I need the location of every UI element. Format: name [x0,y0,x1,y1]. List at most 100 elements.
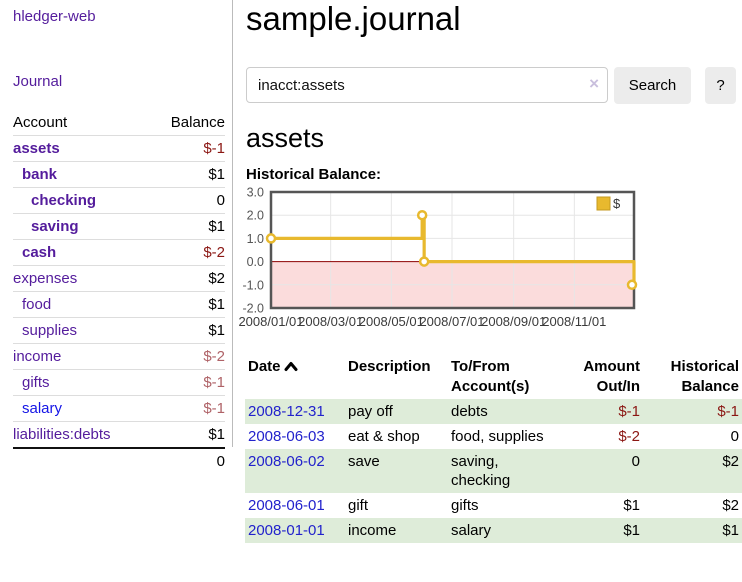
account-balance: $-1 [149,369,225,396]
transaction-amount: 0 [568,448,643,493]
svg-text:2.0: 2.0 [247,209,264,223]
account-link[interactable]: assets [13,140,60,157]
transaction-date-link[interactable]: 2008-06-02 [248,452,325,470]
sort-ascending-icon [284,358,298,378]
account-row: cash $-2 [13,239,225,266]
balance-chart: $3.0 2.0 1.0 0.0 -1.0 -2.0 2008/01/01 2008/03/0… [237,185,742,342]
balance-chart-svg: $3.0 2.0 1.0 0.0 -1.0 -2.02008/01/012008/03/0… [238,185,638,329]
transaction-row: 2008-06-01 gift gifts $1 $2 [245,493,742,518]
svg-text:2008/11/01: 2008/11/01 [542,314,606,329]
account-title: assets [246,122,325,153]
account-balance: $1 [149,421,225,449]
main-content: sample.journal × Search ? assets Histori… [233,0,742,543]
transaction-description: income [345,517,448,543]
transaction-row: 2008-06-02 save saving, checking 0 $2 [245,448,742,493]
transaction-accounts: saving, checking [448,448,568,493]
app-title-link[interactable]: hledger-web [13,8,96,25]
svg-text:2008/09/01: 2008/09/01 [481,314,546,329]
transaction-row: 2008-01-01 income salary $1 $1 [245,517,742,543]
column-header-date[interactable]: Date [245,355,345,399]
transaction-accounts: salary [448,517,568,543]
accounts-table-body: assets $-1 bank $1 checking 0 saving $1 cash $-2 e… [13,135,225,449]
accounts-header-row: Account Balance [13,110,225,136]
transaction-balance: 0 [730,427,739,445]
account-link[interactable]: gifts [22,374,50,391]
account-row: saving $1 [13,213,225,240]
transaction-description: eat & shop [348,427,420,445]
account-link[interactable]: food [22,296,52,313]
account-link[interactable]: checking [31,192,97,209]
account-row: gifts $-1 [13,369,225,396]
account-link[interactable]: income [13,348,62,365]
transaction-description: gift [348,496,369,514]
account-balance: $1 [149,161,225,188]
svg-text:$: $ [613,196,621,211]
svg-text:-1.0: -1.0 [242,278,264,292]
column-header-accounts: To/From Account(s) [451,357,530,395]
accounts-header-account: Account [13,110,150,136]
svg-text:-2.0: -2.0 [242,301,264,315]
transaction-date-link[interactable]: 2008-06-01 [248,496,325,514]
transaction-accounts: gifts [451,496,479,514]
help-button[interactable]: ? [705,66,736,104]
sidebar-item-journal[interactable]: Journal [13,73,63,90]
transaction-balance: $1 [643,517,742,543]
account-link[interactable]: cash [22,244,57,261]
account-balance: $-2 [149,343,225,370]
register-table: Date Description To/From Account(s) Amou… [245,355,742,543]
transaction-description: save [345,448,448,493]
transaction-date-link[interactable]: 2008-01-01 [248,521,325,539]
chart-title: Historical Balance: [246,165,382,183]
search-input[interactable] [246,67,608,104]
sidebar: hledger-web Journal Account Balance asse… [0,0,233,474]
transaction-amount: $1 [623,496,640,514]
search-form: × Search ? [246,66,742,104]
column-header-balance: Historical Balance [670,357,739,395]
clear-search-icon[interactable]: × [589,74,599,94]
account-link[interactable]: liabilities:debts [13,426,111,443]
register-table-body: 2008-12-31 pay off debts $-1 $-1 2008-06-03 ea… [245,398,742,543]
account-link[interactable]: expenses [13,270,78,287]
account-link[interactable]: saving [31,218,79,235]
transaction-accounts: food, supplies [451,427,544,445]
account-row: assets $-1 [13,135,225,162]
account-row: liabilities:debts $1 [13,421,225,449]
svg-text:2008/05/01: 2008/05/01 [359,314,424,329]
svg-text:3.0: 3.0 [247,187,264,200]
column-header-amount: Amount Out/In [583,357,640,395]
transaction-date-link[interactable]: 2008-12-31 [248,402,325,420]
svg-text:2008/07/01: 2008/07/01 [419,314,484,329]
transaction-date-link[interactable]: 2008-06-03 [248,427,325,445]
svg-text:2008/03/01: 2008/03/01 [298,314,363,329]
account-balance: 0 [149,187,225,214]
transaction-row: 2008-06-03 eat & shop food, supplies $-2 0 [245,424,742,449]
accounts-total-row: 0 [13,447,225,474]
account-row: food $1 [13,291,225,318]
account-row: salary $-1 [13,395,225,422]
account-balance: $2 [149,265,225,292]
search-button[interactable]: Search [614,66,691,104]
account-link[interactable]: salary [22,400,63,417]
account-link[interactable]: bank [22,166,58,183]
account-row: supplies $1 [13,317,225,344]
accounts-table: Account Balance assets $-1 bank $1 checking 0… [13,110,225,474]
account-balance: $1 [149,213,225,240]
page: hledger-web Journal Account Balance asse… [0,0,742,543]
register-header-row: Date Description To/From Account(s) Amou… [245,355,742,399]
account-balance: $-2 [149,239,225,266]
account-link[interactable]: supplies [22,322,78,339]
account-balance: $-1 [149,395,225,422]
account-row: bank $1 [13,161,225,188]
transaction-row: 2008-12-31 pay off debts $-1 $-1 [245,398,742,424]
accounts-header-balance: Balance [149,110,225,136]
account-row: expenses $2 [13,265,225,292]
transaction-amount: $-2 [618,427,640,445]
transaction-balance: $2 [722,496,739,514]
transaction-amount: $1 [568,517,643,543]
transaction-amount: $-1 [568,398,643,424]
transaction-description: pay off [345,398,448,424]
svg-text:1.0: 1.0 [247,232,264,246]
transaction-balance: $-1 [643,398,742,424]
account-balance: $1 [149,291,225,318]
transaction-balance: $2 [643,448,742,493]
